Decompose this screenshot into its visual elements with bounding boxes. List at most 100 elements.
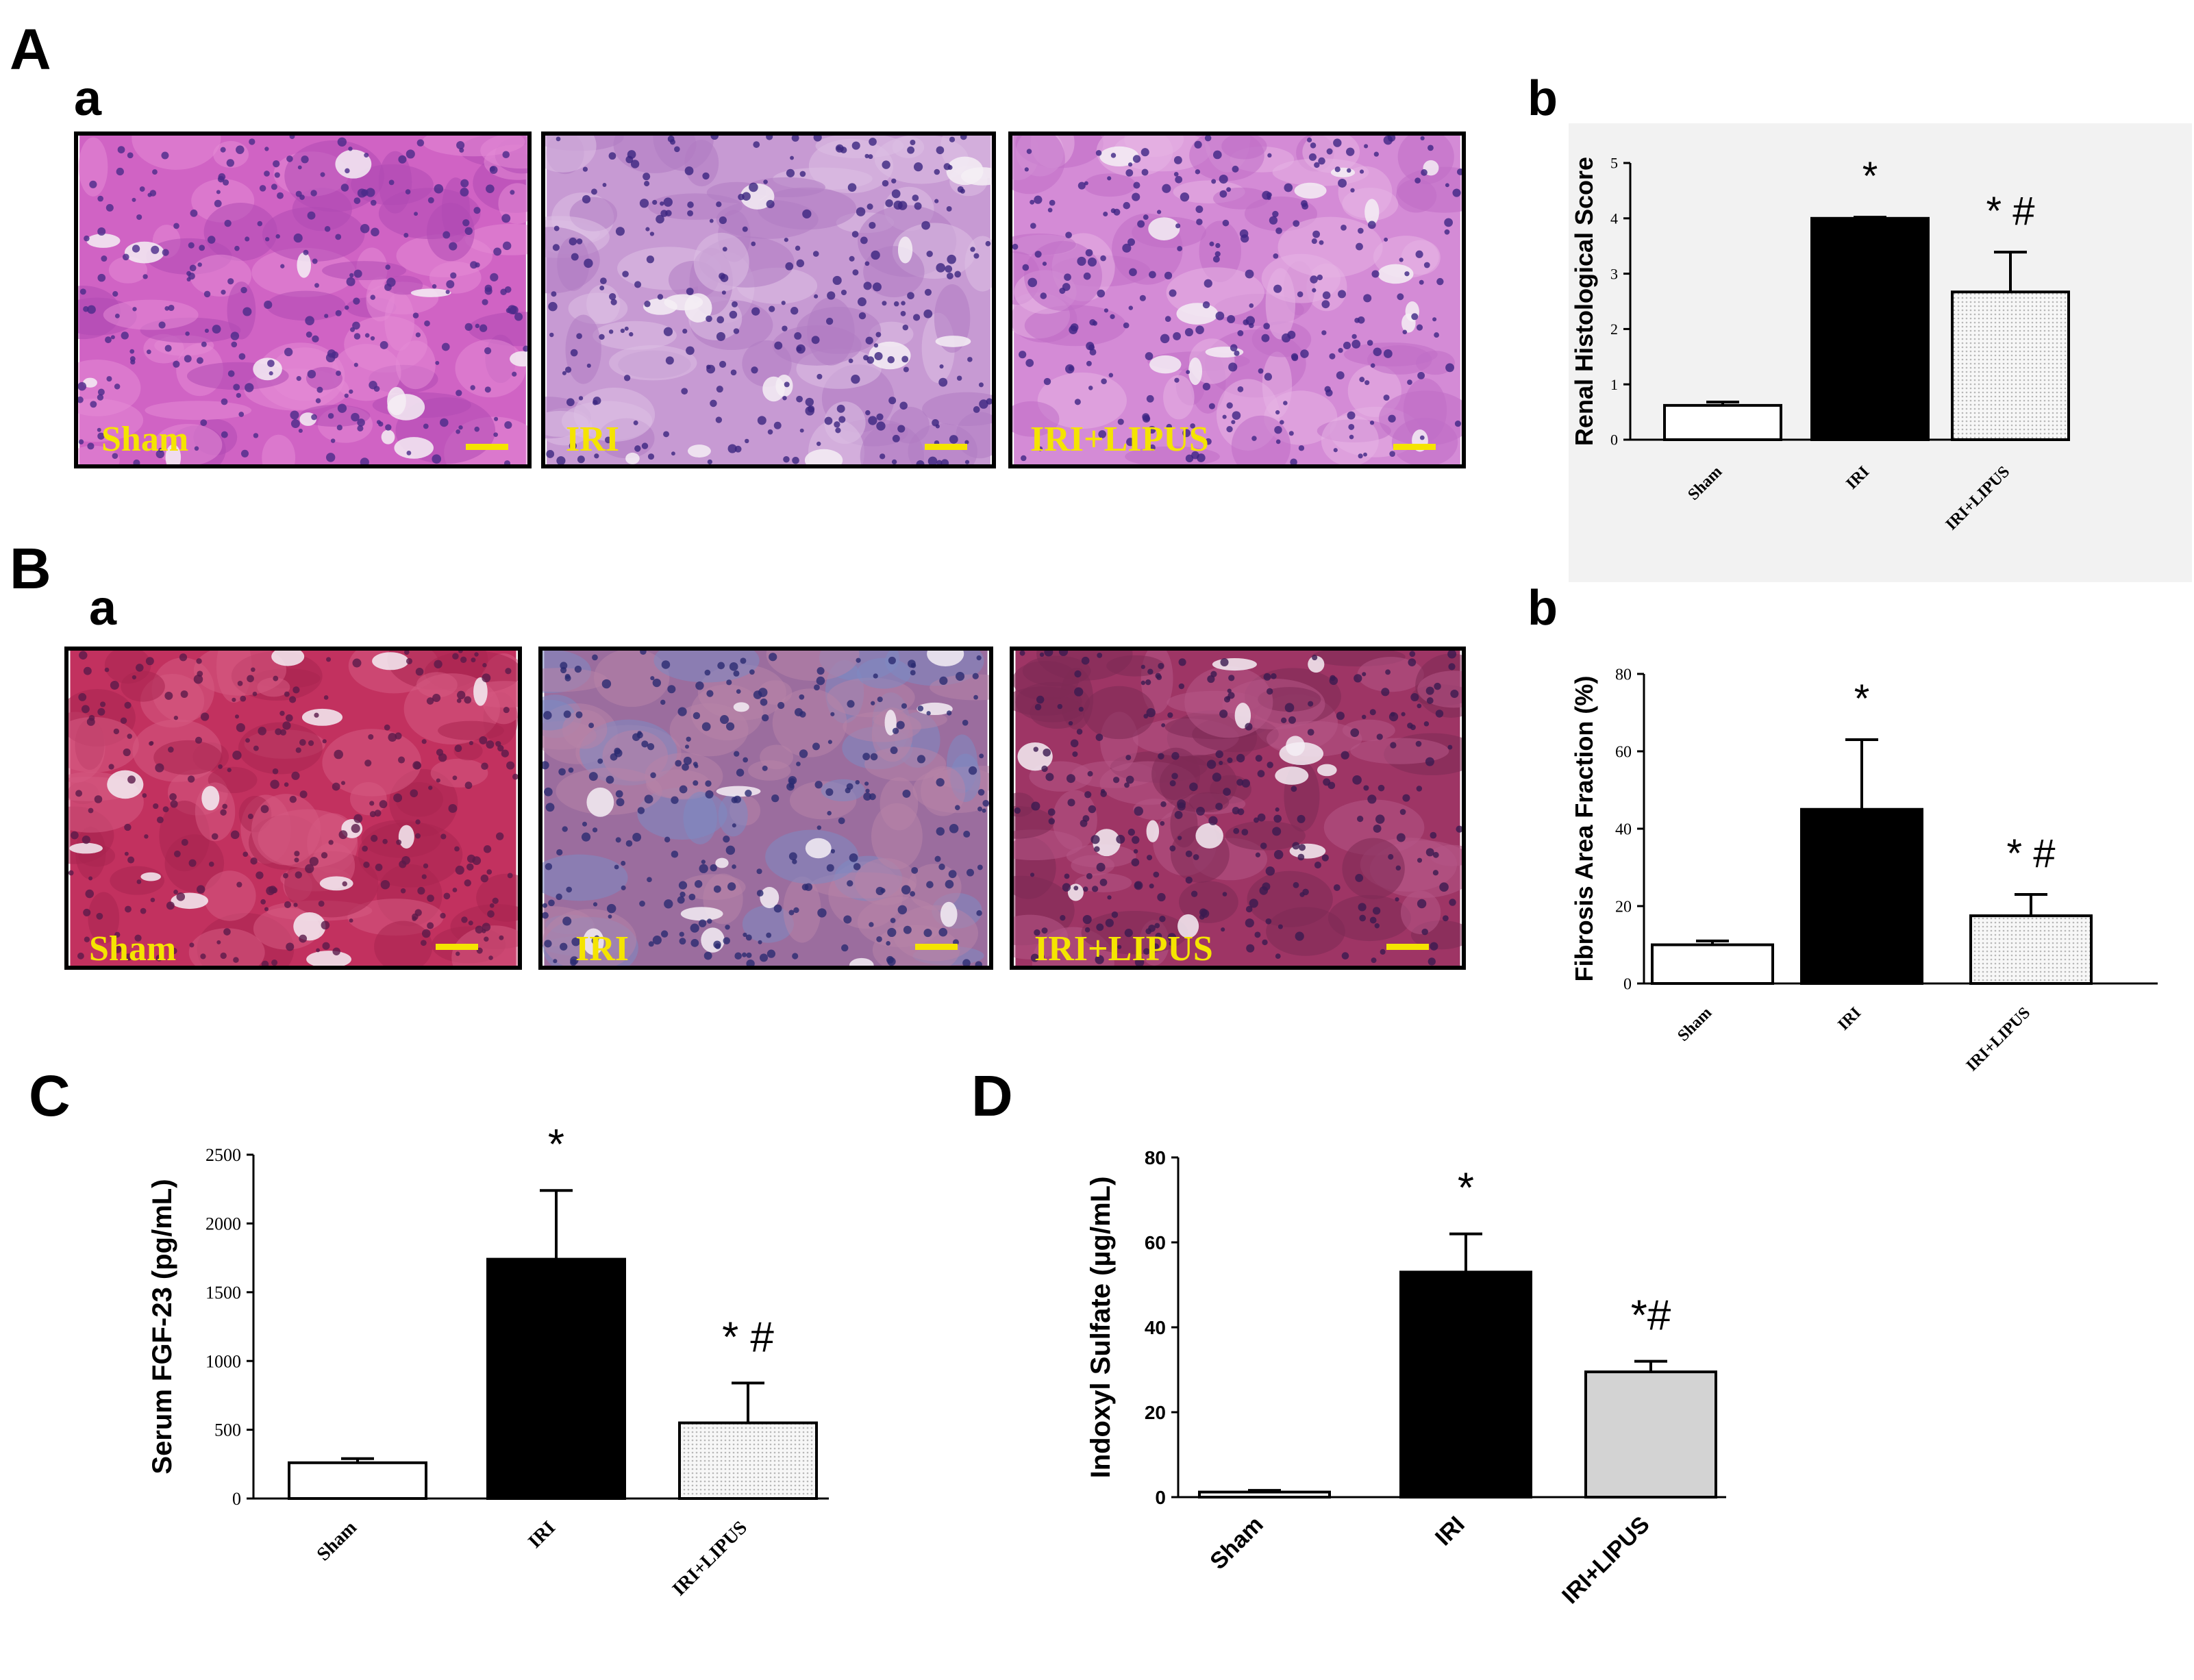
nucleus: [132, 675, 137, 680]
nucleus: [615, 837, 621, 843]
nucleus: [123, 748, 131, 757]
nucleus: [1202, 382, 1210, 391]
nucleus: [1346, 168, 1351, 173]
nucleus: [825, 788, 834, 797]
nucleus: [1407, 379, 1412, 385]
nucleus: [972, 673, 979, 679]
nucleus: [106, 376, 112, 382]
nucleus: [1349, 434, 1354, 440]
nucleus: [1087, 257, 1097, 267]
nucleus: [1149, 883, 1154, 889]
nucleus: [1162, 184, 1171, 193]
nucleus: [1287, 330, 1296, 339]
tissue-region: [374, 920, 433, 966]
nucleus: [1185, 454, 1194, 463]
nucleus: [1409, 651, 1416, 657]
nucleus: [1110, 314, 1115, 319]
nucleus: [979, 399, 988, 409]
nucleus: [1375, 814, 1385, 824]
nucleus: [273, 160, 280, 168]
nucleus: [979, 753, 984, 759]
nucleus: [639, 901, 645, 907]
nucleus: [423, 863, 429, 869]
nucleus: [127, 775, 136, 784]
nucleus: [1319, 240, 1324, 245]
nucleus: [1070, 323, 1079, 331]
nucleus: [384, 724, 390, 731]
nucleus: [87, 442, 95, 450]
nucleus: [693, 780, 699, 786]
nucleus: [1439, 882, 1449, 892]
nucleus: [694, 880, 703, 888]
nucleus: [588, 772, 598, 781]
nucleus: [1228, 675, 1235, 681]
tissue-region: [1037, 372, 1127, 429]
nucleus: [706, 690, 714, 697]
tissue-region: [322, 261, 407, 281]
nucleus: [976, 655, 982, 661]
nucleus: [127, 734, 132, 739]
nucleus: [1041, 927, 1048, 934]
nucleus: [855, 779, 860, 785]
nucleus: [1137, 220, 1145, 228]
lumen: [625, 452, 640, 464]
nucleus: [896, 720, 905, 729]
nucleus: [417, 887, 425, 895]
nucleus: [912, 195, 919, 201]
nucleus: [199, 245, 205, 251]
nucleus: [1155, 673, 1161, 679]
y-tick-label: 3: [1610, 265, 1618, 282]
nucleus: [759, 953, 769, 962]
nucleus: [966, 868, 974, 877]
nucleus: [1301, 203, 1309, 210]
lumen: [83, 377, 97, 388]
nucleus: [796, 344, 806, 354]
nucleus: [267, 360, 275, 367]
nucleus: [378, 421, 384, 427]
nucleus: [1275, 227, 1282, 234]
nucleus: [788, 778, 795, 785]
nucleus: [240, 286, 247, 294]
nucleus: [677, 896, 685, 904]
nucleus: [364, 333, 370, 338]
nucleus: [948, 870, 957, 879]
nucleus: [1019, 651, 1025, 656]
nucleus: [230, 830, 240, 840]
nucleus: [423, 423, 429, 429]
micrograph-label: IRI+LIPUS: [1030, 420, 1209, 459]
nucleus: [1378, 784, 1385, 792]
nucleus: [1318, 157, 1325, 165]
nucleus: [227, 768, 232, 773]
nucleus: [773, 421, 782, 429]
nucleus: [449, 242, 458, 251]
nucleus: [501, 749, 509, 757]
micrograph-texture: [78, 136, 527, 464]
nucleus: [221, 431, 228, 438]
nucleus: [258, 727, 266, 736]
nucleus: [746, 952, 752, 958]
nucleus: [1158, 753, 1164, 760]
bar-iri-lipus: [1951, 290, 2070, 441]
nucleus: [1209, 241, 1214, 247]
nucleus: [1221, 927, 1225, 932]
nucleus: [1417, 899, 1427, 909]
tissue-region: [299, 405, 371, 427]
nucleus: [1370, 363, 1375, 368]
panel-letter-D: D: [971, 1064, 1013, 1128]
y-tick-label: 2500: [205, 1145, 241, 1165]
y-tick-label: 0: [1610, 431, 1618, 449]
nucleus: [652, 936, 662, 945]
nucleus: [305, 316, 314, 326]
nucleus: [257, 221, 263, 227]
nucleus: [1159, 916, 1166, 923]
lumen: [935, 336, 971, 347]
nucleus: [1324, 386, 1331, 392]
nucleus: [247, 814, 253, 820]
nucleus: [291, 771, 300, 780]
nucleus: [1266, 688, 1273, 695]
nucleus: [556, 456, 566, 464]
nucleus: [216, 190, 221, 195]
nucleus: [1432, 317, 1437, 322]
nucleus: [730, 369, 737, 376]
nucleus: [637, 807, 645, 814]
